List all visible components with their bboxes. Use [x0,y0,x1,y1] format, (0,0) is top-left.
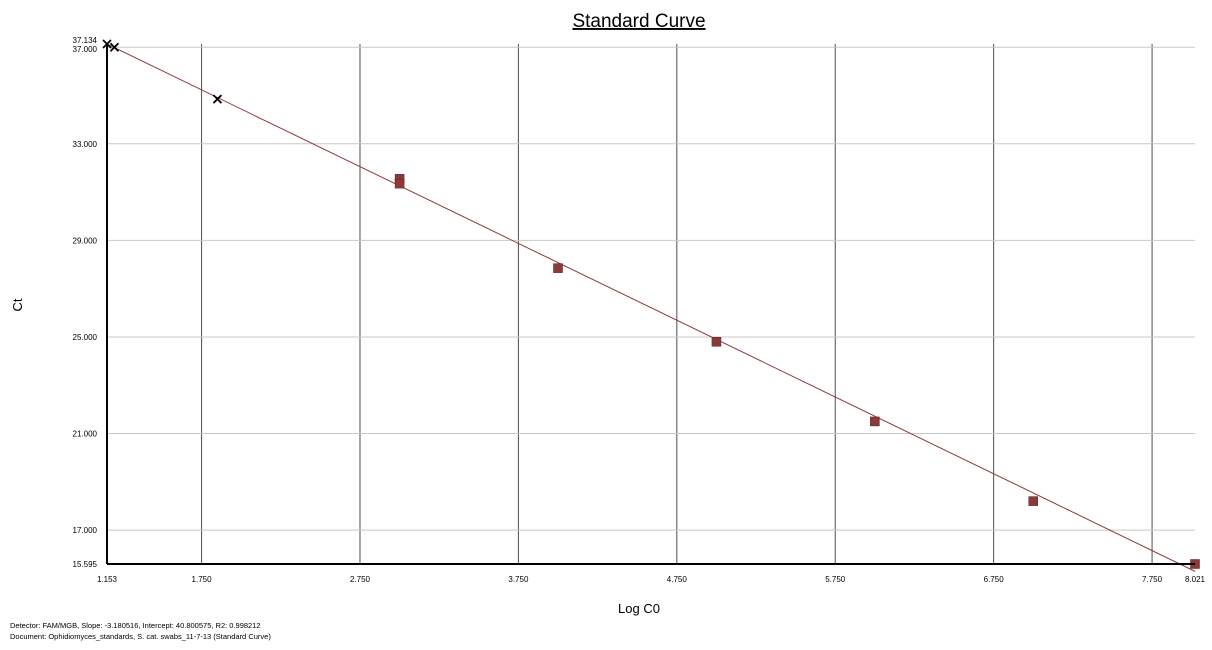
square-marker-point [553,263,563,273]
y-tick-label: 29.000 [73,236,98,245]
data-points [102,39,1200,569]
x-marker-point [212,94,223,104]
x-tick-labels: 1.153 1.750 2.750 3.750 4.750 5.750 6.750 7.750… [97,575,1206,584]
y-axis-label: Ct [10,298,25,311]
square-marker-point [1028,496,1039,506]
x-tick-label: 6.750 [984,575,1005,584]
y-tick-label: 37.134 [73,36,98,45]
y-tick-label: 33.000 [73,140,98,149]
x-tick-label: 3.750 [508,575,529,584]
fit-line-group [106,43,1196,572]
x-tick-label: 5.750 [825,575,846,584]
chart-title: Standard Curve [572,11,705,32]
y-tick-label: 37.000 [73,45,98,54]
y-tick-label: 25.000 [73,333,98,342]
x-marker-stroke [109,42,120,52]
y-tick-labels: 15.595 17.000 21.000 25.000 29.000 33.000 37.0… [73,36,98,569]
document-info: Document: Ophidiomyces_standards, S. cat… [10,632,271,641]
grid-lines [107,44,1195,564]
axes [106,44,1195,565]
x-tick-label: 1.750 [192,575,213,584]
y-tick-label: 15.595 [73,560,98,569]
y-tick-label: 17.000 [73,526,98,535]
x-tick-label: 1.153 [97,575,118,584]
fit-line [106,43,1196,572]
x-axis-label: Log C0 [618,601,660,616]
x-marker-point [109,42,120,52]
square-marker-point [394,178,405,189]
x-tick-label: 2.750 [350,575,371,584]
x-tick-label: 4.750 [667,575,688,584]
x-marker-stroke [212,94,223,104]
square-marker-point [870,416,880,427]
detector-info: Detector: FAM/MGB, Slope: -3.180516, Int… [10,621,261,630]
x-tick-label: 8.021 [1185,575,1206,584]
y-tick-label: 21.000 [73,430,98,439]
x-tick-label: 7.750 [1142,575,1163,584]
square-marker-point [711,337,722,347]
